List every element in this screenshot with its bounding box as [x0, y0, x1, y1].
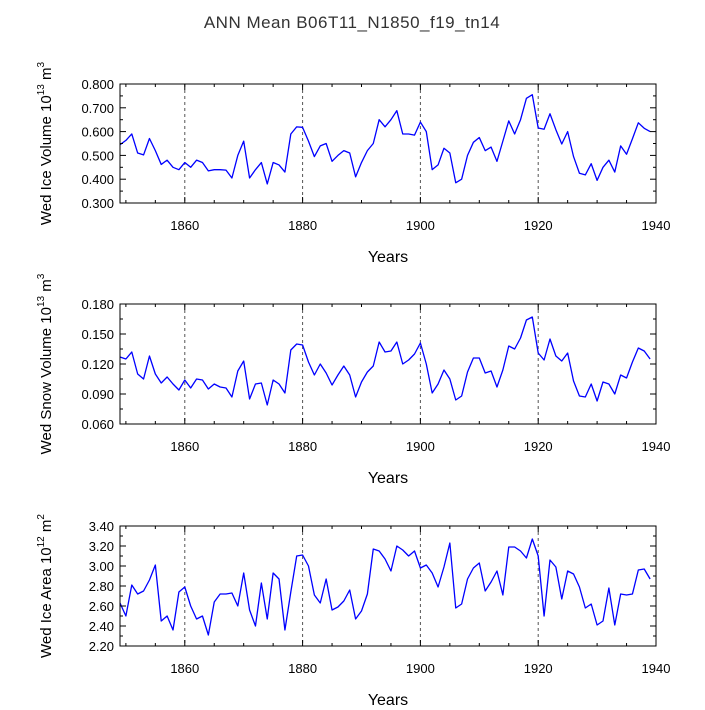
y-axis-label-part: 13 — [36, 295, 47, 307]
x-tick-label: 1940 — [642, 661, 671, 676]
y-axis-label-part: 2 — [36, 514, 47, 520]
y-axis-label-part: Wed Ice Volume 10 — [38, 95, 55, 225]
y-tick-label: 2.20 — [89, 639, 114, 654]
x-tick-label: 1880 — [288, 661, 317, 676]
y-tick-label: 2.80 — [89, 579, 114, 594]
y-axis-label-part: 12 — [36, 536, 47, 548]
y-tick-label: 2.40 — [89, 619, 114, 634]
x-tick-label: 1860 — [170, 439, 199, 454]
y-tick-label: 0.150 — [81, 327, 114, 342]
plot-frame — [119, 83, 657, 204]
x-axis-label: Years — [368, 692, 408, 705]
y-tick-label: 0.300 — [81, 196, 114, 211]
x-tick-label: 1900 — [406, 439, 435, 454]
y-axis-label-part: 13 — [36, 84, 47, 96]
y-axis-label: Wed Snow Volume 1013 m3 — [36, 273, 55, 454]
y-tick-label: 0.120 — [81, 357, 114, 372]
y-tick-label: 3.00 — [89, 559, 114, 574]
y-tick-label: 0.800 — [81, 77, 114, 92]
x-tick-label: 1880 — [288, 439, 317, 454]
series-line — [119, 538, 651, 636]
y-tick-label: 0.700 — [81, 101, 114, 116]
chart-title: ANN Mean B06T11_N1850_f19_tn14 — [204, 13, 500, 32]
x-tick-label: 1900 — [406, 218, 435, 233]
y-tick-label: 0.180 — [81, 297, 114, 312]
y-axis-label-part: 3 — [36, 61, 47, 67]
y-axis-label-part: 3 — [36, 273, 47, 279]
y-axis-label: Wed Ice Volume 1013 m3 — [36, 61, 55, 225]
y-tick-label: 0.090 — [81, 387, 114, 402]
series-line — [119, 94, 651, 185]
y-axis-label-part: Wed Ice Area 10 — [38, 547, 55, 658]
chart-panel-1: 1860 1880 1900 1920 1940 0.300 0.400 0.500 0.600… — [36, 61, 670, 266]
y-axis-label-part: m — [38, 67, 55, 84]
y-tick-label: 0.600 — [81, 125, 114, 140]
plot-frame — [119, 303, 657, 425]
y-tick-label: 2.60 — [89, 599, 114, 614]
y-axis-label-part: m — [38, 279, 55, 296]
y-axis-label-part: Wed Snow Volume 10 — [38, 307, 55, 454]
y-tick-label: 3.20 — [89, 539, 114, 554]
x-tick-label: 1920 — [524, 218, 553, 233]
chart-panel-2: 1860 1880 1900 1920 1940 0.060 0.090 0.120 0.150… — [36, 273, 670, 487]
x-tick-label: 1920 — [524, 439, 553, 454]
x-tick-label: 1860 — [170, 218, 199, 233]
y-axis-label-part: m — [38, 520, 55, 537]
chart-panel-3: 1860 1880 1900 1920 1940 2.20 2.40 2.60 2.80 3.00… — [36, 514, 671, 709]
x-tick-label: 1920 — [524, 661, 553, 676]
series-line — [119, 316, 651, 406]
x-tick-label: 1940 — [642, 218, 671, 233]
x-axis-label: Years — [368, 249, 408, 266]
plot-frame — [119, 525, 657, 647]
chart-panels: 1860 1880 1900 1920 1940 0.300 0.400 0.500 0.600… — [36, 61, 671, 709]
y-tick-label: 0.500 — [81, 148, 114, 163]
y-axis-label: Wed Ice Area 1012 m2 — [36, 514, 55, 658]
y-tick-label: 3.40 — [89, 519, 114, 534]
y-tick-label: 0.060 — [81, 417, 114, 432]
x-tick-label: 1880 — [288, 218, 317, 233]
x-tick-label: 1860 — [170, 661, 199, 676]
x-tick-label: 1940 — [642, 439, 671, 454]
y-tick-label: 0.400 — [81, 172, 114, 187]
x-tick-label: 1900 — [406, 661, 435, 676]
x-axis-label: Years — [368, 470, 408, 487]
